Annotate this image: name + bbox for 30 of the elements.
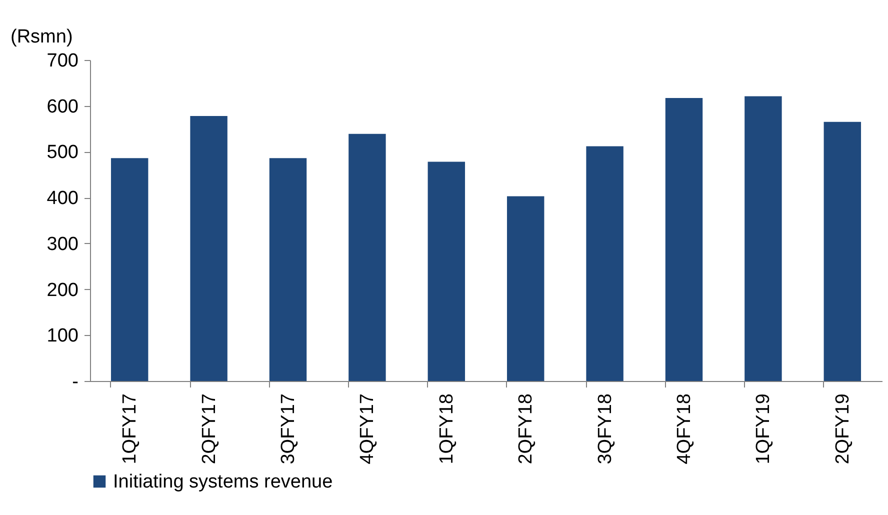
bar: [824, 122, 862, 381]
y-tick-label: 100: [46, 326, 78, 347]
y-tick-label: -: [72, 372, 78, 392]
y-tick-label: 200: [46, 280, 78, 301]
y-tick-label: 300: [46, 234, 78, 255]
bar: [506, 196, 544, 381]
bar: [269, 158, 307, 381]
x-tick-label: 1QFY18: [436, 394, 458, 464]
y-tick-label: 600: [46, 96, 78, 118]
x-tick-label: 4QFY18: [674, 394, 695, 464]
y-tick-label: 500: [46, 142, 78, 164]
x-tick-label: 3QFY17: [278, 394, 299, 464]
x-tick-label: 1QFY19: [753, 394, 774, 464]
bar: [348, 134, 386, 381]
bar: [665, 98, 703, 381]
y-axis-title: (Rsmn): [10, 26, 73, 48]
bar: [586, 146, 624, 381]
y-tick-label: 400: [46, 188, 78, 210]
y-tick-label: 700: [46, 50, 78, 72]
bar: [190, 116, 228, 381]
x-tick-label: 3QFY18: [594, 394, 616, 464]
bar: [428, 162, 466, 381]
x-tick-label: 2QFY17: [198, 394, 220, 464]
x-tick-label: 2QFY19: [832, 394, 854, 464]
x-tick-label: 4QFY17: [357, 394, 378, 464]
x-tick-label: 1QFY17: [120, 394, 141, 464]
legend-label: Initiating systems revenue: [113, 472, 333, 492]
bar: [110, 158, 148, 381]
x-tick-label: 2QFY18: [516, 394, 537, 464]
bar: [744, 96, 782, 381]
